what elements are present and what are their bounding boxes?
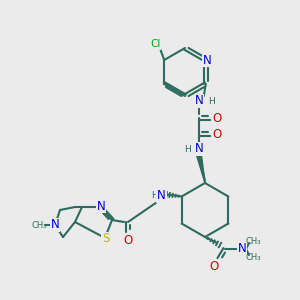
Text: N: N xyxy=(202,53,211,67)
Text: O: O xyxy=(212,112,221,124)
Text: N: N xyxy=(157,189,166,202)
Text: N: N xyxy=(238,242,246,256)
Text: CH₃: CH₃ xyxy=(245,236,261,245)
Text: O: O xyxy=(123,233,133,247)
Text: N: N xyxy=(97,200,105,212)
Text: N: N xyxy=(51,218,59,232)
Text: CH₃: CH₃ xyxy=(31,221,47,230)
Text: N: N xyxy=(194,142,203,155)
Text: H: H xyxy=(151,191,158,200)
Polygon shape xyxy=(196,154,205,183)
Text: H: H xyxy=(208,97,214,106)
Text: O: O xyxy=(209,260,219,274)
Text: CH₃: CH₃ xyxy=(245,253,261,262)
Text: H: H xyxy=(184,145,191,154)
Text: N: N xyxy=(194,94,203,107)
Text: O: O xyxy=(212,128,221,140)
Text: Cl: Cl xyxy=(150,39,160,49)
Text: S: S xyxy=(102,232,110,245)
